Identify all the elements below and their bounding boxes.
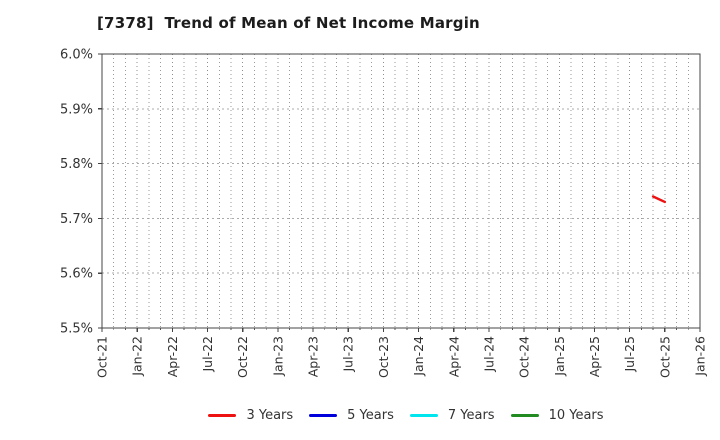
- x-tick-label: Jan-25: [552, 336, 567, 377]
- y-tick-label: 5.5%: [60, 322, 93, 337]
- x-tick-label: Jul-23: [341, 336, 356, 373]
- legend-label-7-years: 7 Years: [447, 407, 495, 423]
- x-tick-label: Jan-26: [693, 336, 708, 377]
- plot-border: [101, 53, 701, 329]
- y-tick-label: 6.0%: [60, 48, 93, 63]
- x-tick-label: Oct-24: [517, 336, 532, 378]
- legend: 3 Years 5 Years 7 Years 10 Years: [46, 404, 720, 426]
- legend-line-10-years-icon: [510, 413, 539, 417]
- y-tick-label: 5.6%: [60, 267, 93, 282]
- chart-title: [7378] Trend of Mean of Net Income Margi…: [97, 14, 480, 32]
- legend-item-5-years: 5 Years: [309, 404, 394, 426]
- x-tick-label: Apr-22: [165, 336, 180, 377]
- x-tick-label: Apr-25: [587, 336, 602, 377]
- y-tick-label: 5.9%: [60, 102, 93, 117]
- legend-label-3-years: 3 Years: [246, 407, 294, 423]
- legend-item-10-years: 10 Years: [510, 404, 604, 426]
- series-line-3-years: [651, 195, 667, 204]
- x-tick-label: Oct-21: [95, 336, 110, 378]
- y-tick-label: 5.8%: [60, 157, 93, 172]
- legend-item-3-years: 3 Years: [208, 404, 293, 426]
- x-tick-label: Jul-25: [622, 336, 637, 373]
- x-tick-label: Apr-24: [446, 336, 461, 377]
- x-tick-label: Jul-24: [481, 336, 496, 373]
- x-tick-label: Oct-23: [376, 336, 391, 378]
- legend-line-5-years-icon: [309, 413, 338, 417]
- x-tick-label: Jan-23: [270, 336, 285, 377]
- legend-item-7-years: 7 Years: [409, 404, 495, 426]
- x-tick-label: Jul-22: [200, 336, 215, 373]
- legend-label-5-years: 5 Years: [347, 407, 394, 423]
- x-tick-label: Apr-23: [306, 336, 321, 377]
- x-tick-label: Jan-24: [411, 336, 426, 377]
- legend-line-3-years-icon: [208, 413, 237, 417]
- x-tick-label: Oct-22: [235, 336, 250, 378]
- x-tick-label: Jan-22: [130, 336, 145, 377]
- legend-label-10-years: 10 Years: [548, 407, 604, 423]
- y-tick-label: 5.7%: [60, 212, 93, 227]
- x-tick-label: Oct-25: [657, 336, 672, 378]
- legend-line-7-years-icon: [409, 413, 438, 417]
